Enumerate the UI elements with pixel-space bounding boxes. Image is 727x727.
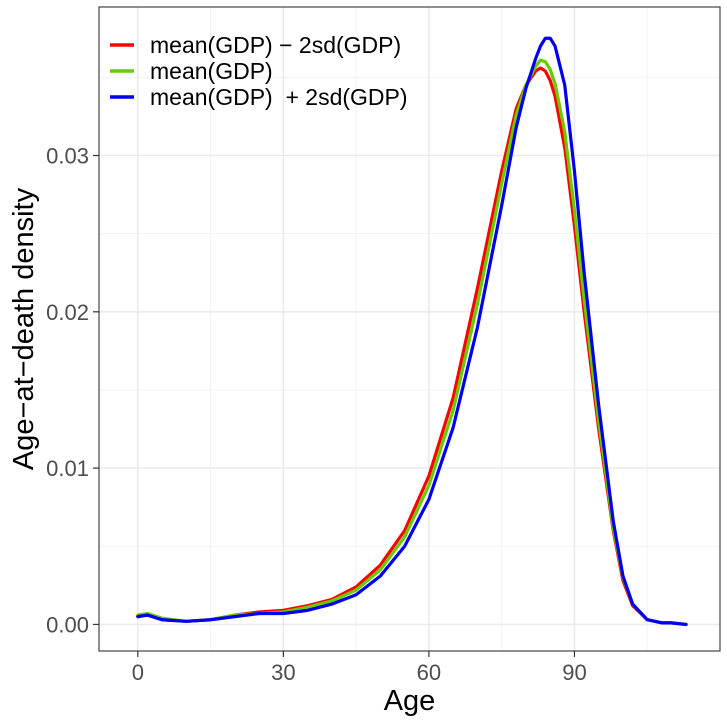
minor-gridlines xyxy=(99,7,720,651)
y-tick-label: 0.01 xyxy=(46,456,89,481)
y-axis-title: Age−at−death density xyxy=(8,187,40,470)
y-tick-label: 0.00 xyxy=(46,612,89,637)
x-tick-label: 30 xyxy=(271,660,295,685)
legend-label: mean(GDP) xyxy=(150,58,273,84)
x-axis: 0 30 60 90 xyxy=(132,651,587,685)
x-tick-label: 60 xyxy=(417,660,441,685)
x-tick-label: 0 xyxy=(132,660,144,685)
y-axis: 0.00 0.01 0.02 0.03 xyxy=(46,143,99,637)
plot-panel-border xyxy=(98,6,721,652)
legend-label: mean(GDP) − 2sd(GDP) xyxy=(150,32,401,58)
x-tick-label: 90 xyxy=(562,660,586,685)
legend: mean(GDP) − 2sd(GDP)mean(GDP)mean(GDP) +… xyxy=(110,32,408,110)
series-lines xyxy=(136,36,688,627)
y-tick-label: 0.03 xyxy=(46,143,89,168)
major-gridlines xyxy=(99,7,720,651)
series-line xyxy=(136,36,688,627)
x-axis-title: Age xyxy=(384,685,436,717)
legend-label: mean(GDP) + 2sd(GDP) xyxy=(150,84,408,110)
y-tick-label: 0.02 xyxy=(46,300,89,325)
